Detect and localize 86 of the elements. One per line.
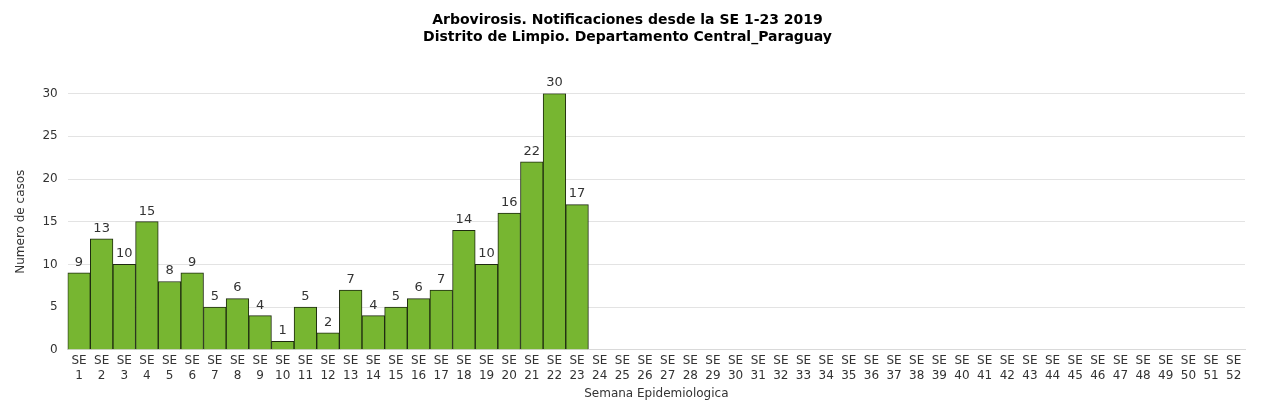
x-tick-label: SE 40 bbox=[954, 353, 970, 382]
x-tick-label: SE 36 bbox=[863, 353, 880, 382]
data-label: 4 bbox=[369, 296, 378, 312]
x-tick-label: SE 49 bbox=[1158, 353, 1174, 382]
data-label: 10 bbox=[116, 245, 133, 261]
data-label: 5 bbox=[391, 287, 401, 303]
data-label: 22 bbox=[523, 142, 541, 158]
x-tick-label: SE 31 bbox=[750, 353, 766, 382]
data-label: 15 bbox=[138, 202, 156, 218]
data-label: 30 bbox=[546, 74, 563, 90]
y-tick-label: 0 bbox=[50, 341, 58, 356]
x-tick-label: SE 2 bbox=[94, 353, 110, 382]
data-label: 9 bbox=[188, 253, 197, 269]
x-tick-label: SE 27 bbox=[660, 353, 676, 382]
data-label: 6 bbox=[233, 279, 242, 295]
x-tick-label: SE 3 bbox=[116, 353, 132, 382]
data-label: 14 bbox=[455, 211, 473, 227]
x-tick-label: SE 20 bbox=[501, 353, 517, 382]
data-label: 5 bbox=[210, 287, 219, 303]
x-tick-label: SE 37 bbox=[886, 353, 902, 382]
data-label: 6 bbox=[414, 279, 423, 295]
x-tick-label: SE 5 bbox=[161, 353, 178, 382]
x-tick-label: SE 25 bbox=[614, 353, 631, 382]
text: Arbovirosis. Notificaciones desde la SE 1-23 2019 bbox=[432, 11, 823, 28]
x-tick-label: SE 13 bbox=[343, 353, 359, 382]
data-label: 7 bbox=[437, 270, 446, 286]
x-tick-label: SE 14 bbox=[365, 353, 381, 382]
data-label: 13 bbox=[93, 219, 110, 235]
data-label: 7 bbox=[346, 270, 355, 286]
y-tick-label: 20 bbox=[42, 171, 58, 186]
x-tick-label: SE 52 bbox=[1226, 353, 1242, 382]
x-tick-label: SE 8 bbox=[229, 353, 246, 382]
x-tick-label: SE 43 bbox=[1022, 353, 1038, 382]
x-tick-label: SE 48 bbox=[1135, 353, 1151, 382]
x-tick-label: SE 39 bbox=[931, 353, 947, 382]
x-tick-label: SE 32 bbox=[773, 353, 789, 382]
x-tick-label: SE 24 bbox=[592, 353, 608, 382]
x-tick-label: SE 28 bbox=[682, 353, 698, 382]
x-tick-label: SE 45 bbox=[1067, 353, 1083, 382]
x-tick-label: SE 7 bbox=[207, 353, 223, 382]
y-tick-label: 10 bbox=[42, 256, 58, 271]
y-axis-title: Numero de casos bbox=[13, 169, 28, 274]
x-tick-label: SE 46 bbox=[1090, 353, 1106, 382]
data-label: 10 bbox=[478, 245, 495, 261]
data-label: 17 bbox=[568, 185, 586, 201]
x-tick-label: SE 33 bbox=[795, 353, 812, 382]
x-tick-label: SE 41 bbox=[976, 353, 993, 382]
x-axis-title: Semana Epidemiologica bbox=[584, 385, 729, 400]
x-tick-label: SE 51 bbox=[1203, 353, 1219, 382]
y-tick-label: 30 bbox=[42, 85, 58, 100]
x-tick-label: SE 42 bbox=[999, 353, 1015, 382]
x-tick-label: SE 19 bbox=[478, 353, 495, 382]
x-tick-label: SE 34 bbox=[818, 353, 834, 382]
data-label: 8 bbox=[165, 262, 174, 278]
x-tick-label: SE 10 bbox=[275, 353, 291, 382]
x-tick-label: SE 30 bbox=[727, 353, 744, 382]
x-tick-label: SE 38 bbox=[909, 353, 925, 382]
x-tick-label: SE 1 bbox=[71, 353, 87, 382]
y-tick-label: 25 bbox=[42, 128, 58, 143]
x-tick-label: SE 29 bbox=[705, 353, 721, 382]
x-tick-label: SE 23 bbox=[569, 353, 585, 382]
y-tick-label: 15 bbox=[42, 213, 58, 228]
x-tick-label: SE 26 bbox=[637, 353, 653, 382]
x-tick-label: SE 15 bbox=[388, 353, 404, 382]
x-tick-label: SE 9 bbox=[252, 353, 268, 382]
x-tick-label: SE 12 bbox=[320, 353, 336, 382]
x-tick-label: SE 21 bbox=[524, 353, 540, 382]
x-tick-label: SE 4 bbox=[139, 353, 155, 382]
data-label: 5 bbox=[301, 287, 310, 303]
x-tick-label: SE 17 bbox=[433, 353, 449, 382]
data-label: 16 bbox=[500, 194, 518, 210]
x-tick-label: SE 35 bbox=[841, 353, 857, 382]
x-tick-label: SE 16 bbox=[410, 353, 427, 382]
data-label: 2 bbox=[323, 313, 333, 329]
data-label: 9 bbox=[74, 253, 84, 269]
x-tick-label: SE 18 bbox=[456, 353, 472, 382]
x-tick-label: SE 44 bbox=[1044, 353, 1061, 382]
x-tick-label: SE 50 bbox=[1180, 353, 1197, 382]
x-tick-label: SE 6 bbox=[184, 353, 200, 382]
data-label: 4 bbox=[255, 296, 265, 312]
data-label: 1 bbox=[278, 322, 287, 338]
y-tick-label: 5 bbox=[50, 299, 58, 314]
text: Distrito de Limpio. Departamento Central_Paraguay bbox=[423, 27, 832, 44]
x-tick-label: SE 22 bbox=[546, 353, 563, 382]
x-tick-label: SE 47 bbox=[1112, 353, 1129, 382]
x-tick-label: SE 11 bbox=[297, 353, 314, 382]
